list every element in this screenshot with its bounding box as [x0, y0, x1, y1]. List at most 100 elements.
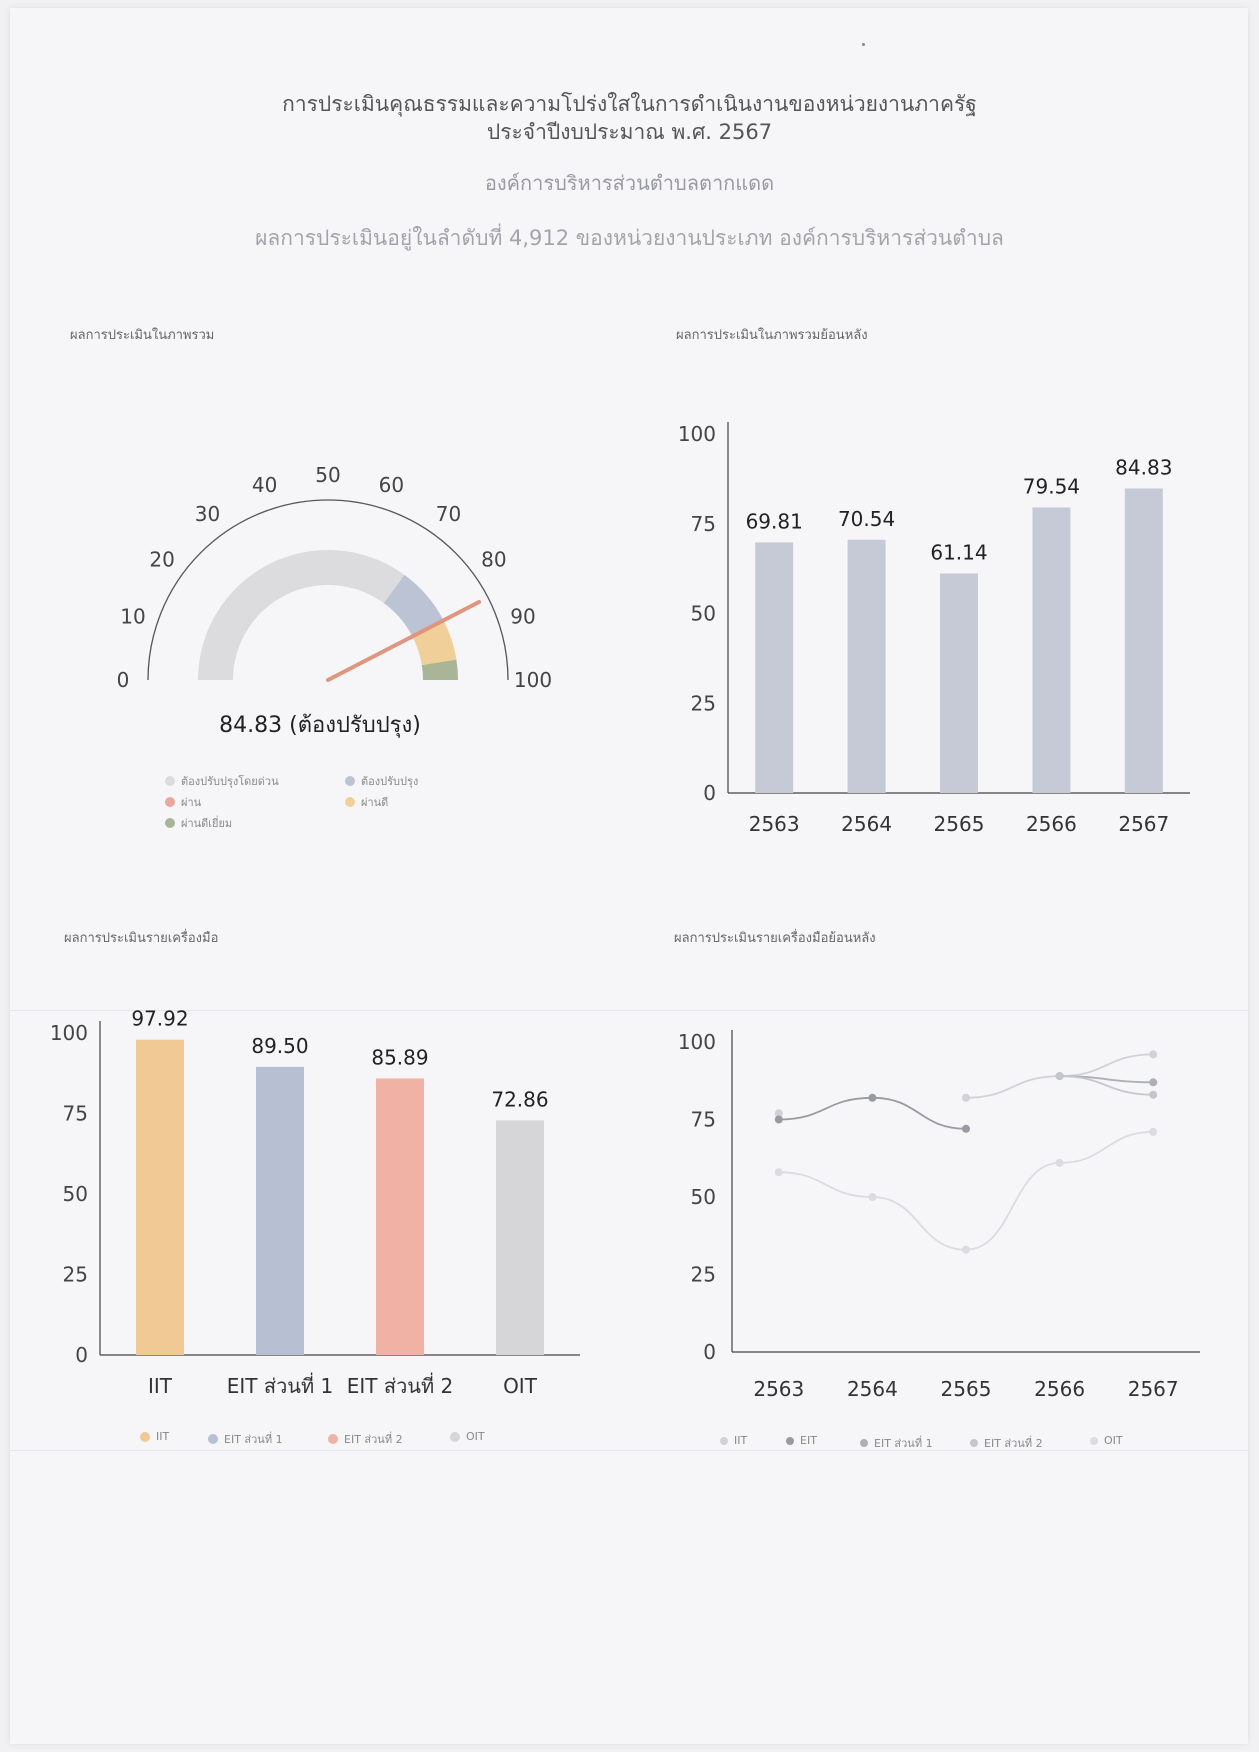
legend-label: OIT	[466, 1430, 485, 1443]
bar	[847, 539, 886, 793]
legend-marker-icon	[1090, 1436, 1098, 1445]
gauge-tick-label: 50	[315, 463, 340, 487]
legend-label: EIT ส่วนที่ 1	[874, 1437, 933, 1450]
bar-value-label: 79.54	[1023, 474, 1080, 498]
tool-legend-item: IIT	[140, 1430, 169, 1443]
x-tick-label: 2566	[1034, 1377, 1085, 1401]
tool-legend-item: EIT ส่วนที่ 2	[328, 1430, 403, 1448]
gauge-tick-label: 10	[120, 605, 145, 629]
legend-label: ต้องปรับปรุงโดยด่วน	[181, 775, 279, 788]
bar	[496, 1120, 544, 1355]
bar-value-label: 85.89	[371, 1045, 428, 1069]
legend-label: ผ่าน	[181, 796, 202, 809]
gauge-tick-label: 90	[510, 605, 535, 629]
y-tick-label: 50	[63, 1182, 88, 1206]
legend-label: ผ่านดี	[361, 796, 389, 809]
panel-title-overall: ผลการประเมินในภาพรวม	[70, 328, 215, 343]
line-legend: IIT EIT EIT ส่วนที่ 1 EIT ส่วนที่ 2 OIT	[720, 1434, 1200, 1454]
y-tick-label: 50	[691, 1185, 716, 1209]
line-legend-item: EIT	[786, 1434, 817, 1447]
gauge-legend: ต้องปรับปรุงโดยด่วน ต้องปรับปรุง ผ่าน ผ่านด…	[165, 772, 525, 832]
bar	[1124, 488, 1163, 793]
report-fiscal-year: ประจำปีงบประมาณ พ.ศ. 2567	[486, 120, 773, 144]
gauge-tick-label: 20	[149, 548, 174, 572]
tool-legend-item: OIT	[450, 1430, 485, 1443]
y-tick-label: 75	[691, 1108, 716, 1132]
x-tick-label: 2565	[941, 1377, 992, 1401]
bar-value-label: 70.54	[838, 507, 895, 531]
y-tick-label: 0	[703, 781, 716, 805]
report-page	[10, 8, 1248, 1744]
bar-value-label: 89.50	[251, 1034, 308, 1058]
legend-dot-icon	[140, 1431, 150, 1442]
y-tick-label: 25	[691, 1263, 716, 1287]
legend-label: EIT ส่วนที่ 2	[984, 1437, 1043, 1450]
gauge-band	[421, 659, 458, 680]
rank-text: ผลการประเมินอยู่ในลำดับที่ 4,912 ของหน่ว…	[255, 226, 1004, 250]
legend-marker-icon	[970, 1439, 978, 1447]
scan-band	[10, 1450, 1248, 1451]
x-tick-label: 2564	[841, 812, 892, 836]
legend-label: OIT	[1104, 1434, 1123, 1447]
gauge-tick-label: 30	[195, 502, 220, 526]
tool-history-line-chart: 0 25 50 75 100 2563 2564 2565 2566 2567	[678, 1030, 1200, 1401]
gauge-outer-arc	[147, 499, 509, 681]
speck	[862, 43, 865, 46]
series-line	[1059, 1075, 1154, 1096]
panel-title-by-tool-history: ผลการประเมินรายเครื่องมือย้อนหลัง	[674, 931, 876, 946]
gauge-band	[383, 574, 444, 637]
legend-label: EIT ส่วนที่ 2	[344, 1433, 403, 1446]
series-point	[774, 1109, 783, 1118]
gauge-tick-label: 100	[514, 668, 552, 692]
x-tick-label: EIT ส่วนที่ 1	[227, 1372, 333, 1398]
bar	[376, 1078, 424, 1355]
y-tick-label: 100	[50, 1021, 88, 1045]
bar-value-label: 72.86	[491, 1087, 548, 1111]
overall-gauge-chart: 0 10 20 30 40 50 60 70 80 90 100 84.83 (ต้องปรับปรุ…	[117, 463, 552, 738]
legend-marker-icon	[720, 1436, 728, 1445]
legend-marker-icon	[860, 1439, 868, 1447]
gauge-band	[198, 550, 405, 680]
gauge-legend-item: ผ่านดีเยี่ยม	[165, 814, 232, 832]
legend-dot-icon	[328, 1434, 338, 1444]
legend-dot-icon	[450, 1431, 460, 1442]
y-tick-label: 0	[703, 1340, 716, 1364]
bar-value-label: 84.83	[1115, 455, 1172, 479]
gauge-tick-label: 0	[117, 668, 130, 692]
panel-title-overall-history: ผลการประเมินในภาพรวมย้อนหลัง	[676, 328, 868, 343]
organization-name: องค์การบริหารส่วนตำบลตากแดด	[484, 171, 775, 195]
tool-bar-chart: 0 25 50 75 100 97.92 IIT 89.50 EIT ส่วนที่ 1 85.8…	[50, 1007, 580, 1398]
y-tick-label: 0	[75, 1343, 88, 1367]
x-tick-label: 2567	[1128, 1377, 1179, 1401]
y-tick-label: 75	[691, 512, 716, 536]
line-legend-item: OIT	[1090, 1434, 1123, 1447]
gauge-tick-label: 80	[481, 548, 506, 572]
bar	[755, 542, 794, 793]
y-tick-label: 25	[691, 691, 716, 715]
legend-label: EIT	[800, 1434, 817, 1447]
x-tick-label: IIT	[148, 1374, 173, 1398]
overall-history-bar-chart: 0 25 50 75 100 69.81 2563 70.54 2564 61.14 2565 79.…	[678, 422, 1190, 836]
tool-legend: IIT EIT ส่วนที่ 1 EIT ส่วนที่ 2 OIT	[140, 1430, 540, 1450]
gauge-legend-item: ผ่านดี	[345, 793, 388, 811]
legend-label: IIT	[734, 1434, 748, 1447]
gauge-tick-label: 60	[379, 473, 404, 497]
legend-label: ผ่านดีเยี่ยม	[181, 817, 233, 830]
y-tick-label: 75	[63, 1102, 88, 1126]
series-point	[774, 1115, 783, 1124]
bar	[1032, 507, 1071, 793]
legend-dot-icon	[345, 797, 355, 807]
scan-band	[10, 1010, 1248, 1011]
x-tick-label: EIT ส่วนที่ 2	[347, 1372, 453, 1398]
line-legend-item: EIT ส่วนที่ 2	[970, 1434, 1043, 1452]
legend-label: ต้องปรับปรุง	[361, 775, 419, 788]
gauge-tick-label: 40	[252, 473, 277, 497]
series-line	[778, 1131, 1154, 1251]
legend-dot-icon	[208, 1434, 218, 1444]
panel-title-by-tool: ผลการประเมินรายเครื่องมือ	[64, 931, 219, 946]
bar	[136, 1039, 184, 1355]
x-tick-label: OIT	[503, 1374, 538, 1398]
legend-dot-icon	[165, 776, 175, 786]
x-tick-label: 2567	[1118, 812, 1169, 836]
x-tick-label: 2566	[1026, 812, 1077, 836]
